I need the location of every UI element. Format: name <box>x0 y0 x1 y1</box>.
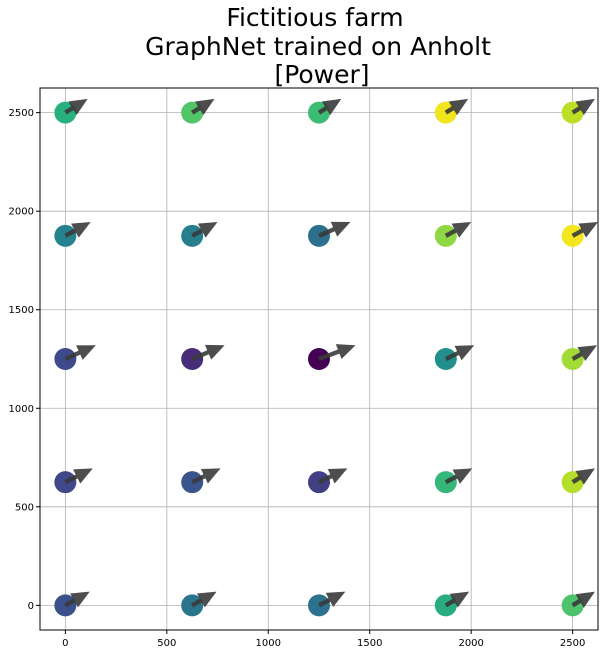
wind-arrow <box>318 221 351 238</box>
wind-arrow <box>191 468 221 485</box>
wind-arrow <box>191 344 225 362</box>
turbine-point <box>434 348 457 370</box>
chart-title: Fictitious farm GraphNet trained on Anho… <box>145 3 491 89</box>
turbine-point <box>434 471 457 494</box>
wind-arrow <box>444 591 470 608</box>
wind-arrow <box>317 591 346 608</box>
wind-arrow <box>191 591 217 608</box>
wind-arrow <box>318 468 348 485</box>
x-tick-label: 1000 <box>256 638 281 649</box>
wind-arrow <box>571 591 595 608</box>
y-tick-label: 2000 <box>9 207 34 218</box>
y-tick-label: 1000 <box>9 404 34 415</box>
turbine-point <box>181 471 204 494</box>
title-line-2: GraphNet trained on Anholt <box>145 32 491 61</box>
axis-ticks: 0 500 1000 1500 2000 2500 0 500 1000 1500 2000 2500 <box>9 108 586 649</box>
x-tick-label: 0 <box>62 638 68 649</box>
wind-arrow <box>64 468 93 485</box>
y-tick-label: 0 <box>28 601 34 612</box>
wind-arrow <box>191 98 215 116</box>
axes-frame <box>39 87 599 631</box>
wind-arrow <box>444 98 469 116</box>
title-line-1: Fictitious farm <box>226 3 403 32</box>
wind-arrow <box>64 591 90 608</box>
y-tick-label: 2500 <box>9 108 34 119</box>
turbine-point <box>308 471 330 494</box>
wind-arrow <box>444 468 473 485</box>
y-tick-label: 1500 <box>9 305 34 316</box>
wind-arrows <box>64 98 598 608</box>
turbine-points <box>54 101 584 617</box>
x-tick-label: 2500 <box>560 638 585 649</box>
wind-arrow <box>571 345 597 362</box>
x-tick-label: 2000 <box>458 638 483 649</box>
wind-arrow <box>64 345 96 362</box>
wind-arrow <box>317 98 342 116</box>
wind-arrow <box>571 468 595 485</box>
x-tick-label: 1500 <box>357 638 382 649</box>
wind-arrow <box>444 222 472 238</box>
wind-arrow <box>64 222 91 238</box>
x-tick-label: 500 <box>157 638 176 649</box>
turbine-point <box>54 471 77 494</box>
wind-arrow <box>191 222 218 238</box>
y-tick-label: 500 <box>15 502 34 513</box>
wind-arrow <box>64 98 88 116</box>
title-line-3: [Power] <box>274 60 369 89</box>
wind-arrow <box>571 222 598 238</box>
wind-arrow <box>318 344 356 362</box>
wind-arrow <box>571 98 595 116</box>
turbine-point <box>434 224 457 247</box>
wind-arrow <box>444 345 475 361</box>
